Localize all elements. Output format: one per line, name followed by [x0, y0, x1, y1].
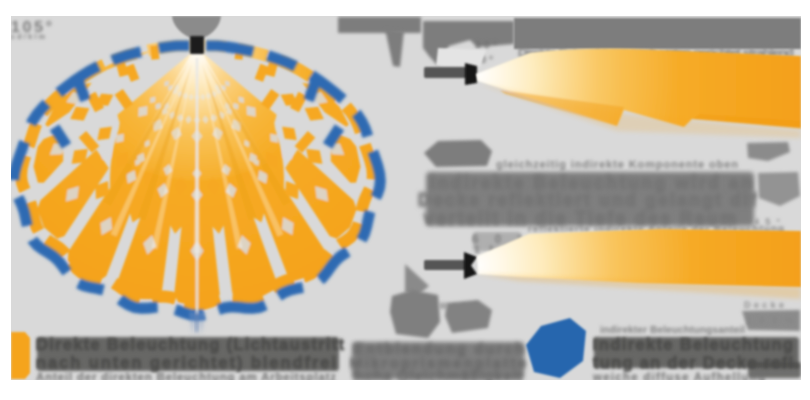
- svg-text:indirekter Beleuchtungsanteil: indirekter Beleuchtungsanteil: [600, 325, 745, 336]
- svg-text:weiche diffuse Aufhellung: weiche diffuse Aufhellung: [592, 372, 765, 384]
- svg-text:Decke reflektiert und gelangt: Decke reflektiert und gelangt dif: [418, 190, 757, 210]
- svg-text:Mikroprismenplatte: Mikroprismenplatte: [350, 355, 526, 372]
- svg-text:Anteil der direkten Beleuchtun: Anteil der direkten Beleuchtung am Arbei…: [36, 372, 336, 384]
- svg-text:Indirekte Beleuchtung wird an: Indirekte Beleuchtung wird an: [430, 173, 752, 193]
- svg-text:30°: 30°: [475, 40, 497, 51]
- svg-text:Direkte Beleuchtung (Lichtaust: Direkte Beleuchtung (Lichtaustritt: [36, 336, 345, 354]
- svg-text:hohe Gleichmäßigkeit: hohe Gleichmäßigkeit: [354, 368, 522, 385]
- svg-text:45°: 45°: [754, 217, 780, 227]
- svg-text:Indirekte Beleuchtung: Indirekte Beleuchtung: [593, 336, 793, 354]
- svg-text:cd/klm: cd/klm: [11, 34, 45, 41]
- svg-text:gleichzeitig indirekte Kompone: gleichzeitig indirekte Komponente oben: [496, 159, 738, 171]
- svg-text:tung an der Decke refl.: tung an der Decke refl.: [593, 354, 799, 372]
- svg-text:10°: 10°: [472, 55, 493, 66]
- svg-text:Entblendung durch: Entblendung durch: [354, 341, 524, 358]
- svg-text:Decke: Decke: [744, 300, 784, 310]
